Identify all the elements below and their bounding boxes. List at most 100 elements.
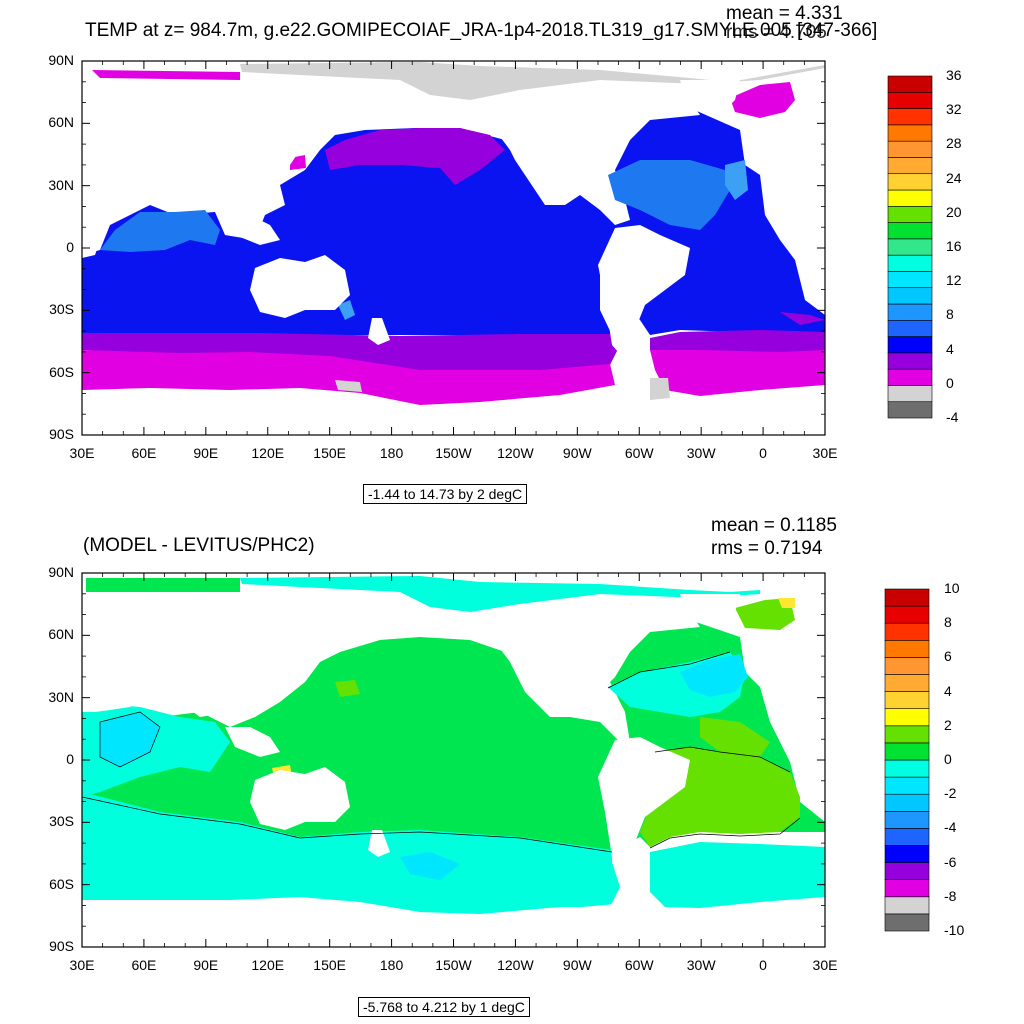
colorbar-swatch bbox=[887, 157, 933, 175]
longitude-label: 180 bbox=[379, 957, 404, 973]
colorbar-label: 4 bbox=[946, 340, 954, 357]
land-eurasia bbox=[82, 78, 330, 205]
colorbar-label: -4 bbox=[944, 819, 957, 836]
colorbar-swatch bbox=[884, 605, 930, 624]
ocean-field-warm-tasman bbox=[338, 300, 355, 320]
colorbar-label: 6 bbox=[944, 648, 952, 665]
longitude-label: 150W bbox=[435, 445, 472, 461]
longitude-label: 30W bbox=[686, 957, 716, 973]
colorbar-label: -4 bbox=[946, 409, 959, 425]
colorbar-swatch bbox=[884, 879, 930, 898]
colorbar-label: 36 bbox=[946, 67, 962, 83]
ocean-field-yellow-3 bbox=[778, 598, 795, 608]
colorbar-swatch bbox=[884, 657, 930, 675]
colorbar-label: 12 bbox=[946, 272, 962, 289]
land-south-america bbox=[598, 225, 690, 360]
colorbar-swatch bbox=[884, 913, 930, 932]
land-africa bbox=[82, 140, 150, 258]
colorbar-swatch bbox=[884, 588, 930, 607]
longitude-label: 0 bbox=[759, 445, 767, 461]
colorbar-swatch bbox=[887, 319, 933, 337]
ocean-field-sky-indian bbox=[100, 712, 160, 767]
ocean-field-cyan-south-belt bbox=[82, 792, 620, 914]
land-new-zealand bbox=[368, 830, 390, 857]
latitude-label: 30S bbox=[49, 813, 74, 830]
ocean-field-warm-atlantic bbox=[608, 160, 730, 230]
longitude-label: 120E bbox=[251, 957, 285, 973]
colorbar-label: 4 bbox=[944, 682, 952, 699]
ocean-field-lime-nordic bbox=[735, 598, 795, 630]
longitude-label: 30W bbox=[686, 445, 716, 461]
colorbar-swatch bbox=[884, 845, 930, 863]
latitude-label: 90S bbox=[49, 426, 74, 442]
colorbar-swatch bbox=[887, 336, 933, 354]
colorbar-swatch bbox=[884, 862, 930, 881]
colorbar-swatch bbox=[887, 352, 933, 370]
longitude-label: 90W bbox=[562, 445, 592, 461]
colorbar-swatch bbox=[887, 189, 933, 207]
colorbar-swatch bbox=[884, 622, 930, 641]
ocean-field-colder-south-atl bbox=[650, 350, 825, 396]
land-greenland bbox=[680, 594, 740, 627]
longitude-label: 120E bbox=[251, 445, 285, 461]
latitude-label: 60N bbox=[48, 114, 74, 131]
colorbar-swatch bbox=[884, 640, 930, 658]
longitude-label: 60W bbox=[624, 445, 654, 461]
colorbar-swatch bbox=[887, 124, 933, 142]
land-maritime bbox=[225, 215, 280, 245]
latitude-label: 30S bbox=[49, 301, 74, 318]
land-new-zealand bbox=[368, 318, 390, 345]
colorbar bbox=[887, 75, 933, 419]
latitude-label: 30N bbox=[48, 688, 74, 705]
ocean-field-green-arctic bbox=[86, 578, 240, 592]
contour-range-box: -1.44 to 14.73 by 2 degC bbox=[363, 484, 528, 504]
map-field bbox=[82, 573, 825, 947]
ocean-field-warm-atlantic-east bbox=[725, 160, 748, 200]
map-field bbox=[82, 61, 825, 435]
temperature-map-panel: TEMP at z= 984.7m, g.e22.GOMIPECOIAF_JRA… bbox=[48, 3, 962, 504]
land-north-america bbox=[480, 600, 700, 712]
longitude-label: 60E bbox=[131, 445, 157, 461]
latitude-label: 60S bbox=[49, 363, 74, 380]
axis-ticks bbox=[81, 572, 826, 948]
ocean-field-cyan-arctic bbox=[240, 576, 760, 612]
ocean-field-cold-south bbox=[82, 333, 620, 372]
ice-antarctic-2 bbox=[650, 378, 670, 400]
colorbar-label: -10 bbox=[944, 922, 965, 938]
ocean-field-sky-natl bbox=[680, 654, 748, 697]
longitude-label: 90E bbox=[193, 957, 219, 973]
colorbar-swatch bbox=[884, 828, 930, 846]
colorbar-swatch bbox=[884, 691, 930, 710]
map-title: (MODEL - LEVITUS/PHC2) bbox=[83, 535, 315, 556]
difference-map-figure bbox=[81, 572, 930, 948]
contour-line bbox=[654, 746, 791, 773]
longitude-label: 30E bbox=[812, 957, 838, 973]
colorbar-swatch bbox=[884, 896, 930, 915]
contour-line bbox=[82, 796, 613, 853]
colorbar-swatch bbox=[884, 674, 930, 692]
colorbar-label: 10 bbox=[944, 580, 960, 596]
colorbar-swatch bbox=[887, 385, 933, 403]
colorbar-swatch bbox=[884, 776, 930, 795]
colorbar-swatch bbox=[884, 759, 930, 778]
longitude-label: 120W bbox=[497, 445, 534, 461]
ocean-field-colder-med bbox=[92, 70, 240, 80]
ice-arctic bbox=[240, 62, 825, 100]
longitude-label: 150E bbox=[313, 445, 346, 461]
colorbar-label: 8 bbox=[944, 614, 952, 631]
contour-line bbox=[649, 817, 801, 849]
land-africa bbox=[82, 652, 150, 712]
colorbar-swatch bbox=[887, 303, 933, 321]
colorbar-swatch bbox=[887, 401, 933, 419]
longitude-label: 180 bbox=[379, 445, 404, 461]
longitude-label: 150E bbox=[313, 957, 346, 973]
land-south-america bbox=[598, 737, 690, 872]
mean-readout: mean = 0.1185 bbox=[711, 515, 837, 536]
ocean-field-colder-nordic bbox=[730, 82, 795, 118]
ocean-field-lime-eq bbox=[700, 717, 770, 757]
axis-ticks bbox=[81, 60, 826, 436]
longitude-label: 30E bbox=[812, 445, 838, 461]
rms-readout: rms = 4.705 bbox=[726, 22, 827, 43]
ocean-field-colder-south bbox=[82, 350, 615, 405]
colorbar-swatch bbox=[887, 287, 933, 305]
